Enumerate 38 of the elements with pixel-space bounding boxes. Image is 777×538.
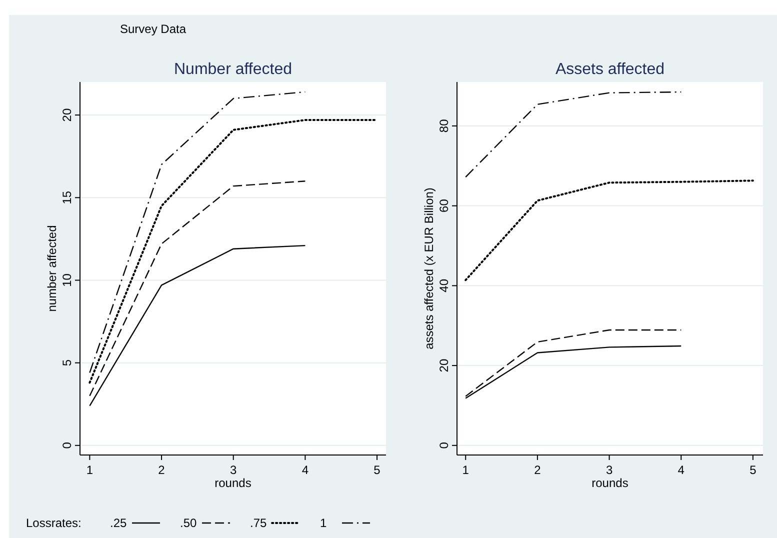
x-tick-label: 3 <box>230 463 238 477</box>
y-tick-label: 10 <box>60 273 74 287</box>
x-tick-label: 3 <box>606 463 613 477</box>
legend-label: .75 <box>250 516 268 530</box>
chart-title: Assets affected <box>555 61 665 78</box>
y-tick-label: 0 <box>60 442 74 449</box>
x-tick-label: 2 <box>534 463 542 477</box>
x-axis-title: rounds <box>214 476 252 490</box>
y-axis-title: number affected <box>45 225 59 312</box>
line-series <box>89 244 306 406</box>
legend-label: .25 <box>110 516 128 530</box>
line-series <box>464 180 754 282</box>
line-series <box>465 91 682 178</box>
text: Survey Data <box>120 22 186 36</box>
line-series <box>88 118 378 384</box>
x-axis-title: rounds <box>592 476 628 490</box>
x-tick-label: 5 <box>750 463 757 477</box>
y-tick-label: 15 <box>60 190 74 204</box>
chart-title: Number affected <box>174 61 292 78</box>
x-tick-label: 2 <box>158 463 166 477</box>
y-tick-label: 0 <box>437 442 451 449</box>
y-tick-label: 5 <box>60 359 74 366</box>
y-tick-label: 60 <box>437 198 451 212</box>
legend-label: .50 <box>180 516 198 530</box>
x-tick-label: 1 <box>462 463 470 477</box>
y-tick-label: 80 <box>437 118 451 133</box>
y-tick-label: 20 <box>437 358 451 372</box>
legend-label: 1 <box>320 516 327 530</box>
x-tick-label: 1 <box>86 463 94 477</box>
line-series <box>89 180 306 396</box>
y-tick-label: 20 <box>60 108 74 122</box>
y-tick-label: 40 <box>437 278 451 292</box>
x-tick-label: 4 <box>302 463 309 477</box>
x-tick-label: 4 <box>678 463 685 477</box>
y-axis-title: assets affected (x EUR Billion) <box>422 188 436 350</box>
line-series <box>89 91 306 374</box>
x-tick-label: 5 <box>374 463 381 477</box>
legend-title: Lossrates: <box>26 516 82 530</box>
